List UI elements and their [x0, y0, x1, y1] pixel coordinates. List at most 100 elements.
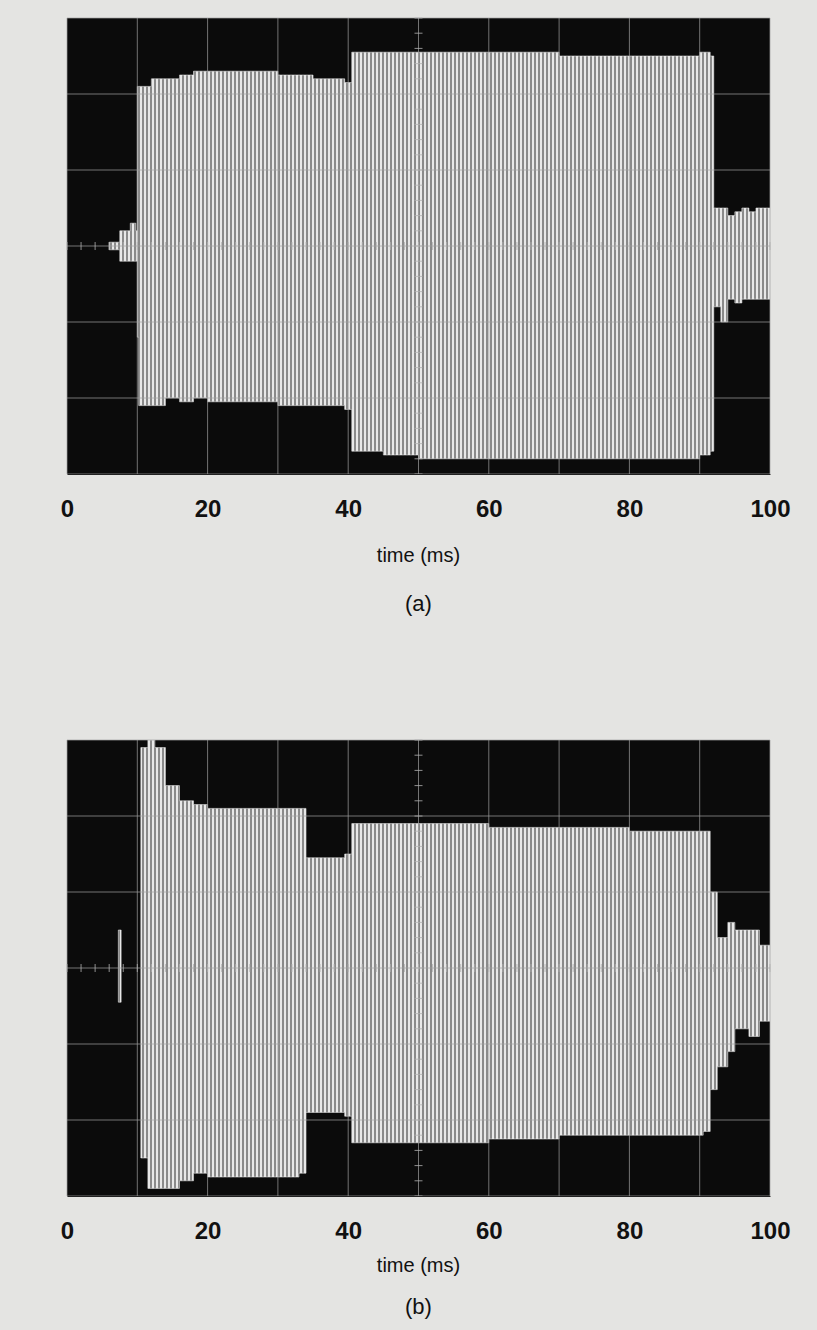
- crosshair-mark: [415, 398, 423, 399]
- panel-label: (b): [405, 1294, 432, 1319]
- tick-label: 20: [195, 1217, 222, 1244]
- crosshair-mark: [415, 63, 423, 64]
- grid-line: [67, 968, 770, 969]
- tick: 20: [195, 1196, 222, 1244]
- crosshair-mark: [67, 964, 68, 972]
- crosshair-mark: [376, 964, 377, 972]
- crosshair-mark: [334, 964, 335, 972]
- crosshair-mark: [193, 242, 194, 250]
- crosshair-mark: [587, 242, 588, 250]
- crosshair-mark: [770, 964, 771, 972]
- crosshair-mark: [643, 242, 644, 250]
- crosshair-mark: [362, 964, 363, 972]
- crosshair-mark: [320, 964, 321, 972]
- grid-line: [67, 1044, 770, 1045]
- grid-line: [67, 740, 770, 741]
- crosshair-mark: [415, 770, 423, 771]
- crosshair-mark: [415, 1028, 423, 1029]
- crosshair-mark: [415, 230, 423, 231]
- tick-label: 80: [617, 1217, 644, 1244]
- crosshair-mark: [559, 964, 560, 972]
- grid-line: [67, 170, 770, 171]
- crosshair-mark: [657, 964, 658, 972]
- crosshair-mark: [415, 78, 423, 79]
- crosshair-mark: [137, 964, 138, 972]
- crosshair-mark: [415, 443, 423, 444]
- crosshair-mark: [587, 964, 588, 972]
- crosshair-mark: [415, 892, 423, 893]
- crosshair-mark: [123, 964, 124, 972]
- x-axis: 020406080100: [61, 1196, 791, 1244]
- tick-label: 100: [750, 1217, 790, 1244]
- crosshair-mark: [249, 964, 250, 972]
- crosshair-mark: [415, 1104, 423, 1105]
- crosshair-mark: [415, 215, 423, 216]
- graticule-line: [699, 740, 700, 1196]
- panel-label: (a): [405, 591, 432, 616]
- crosshair-mark: [263, 964, 264, 972]
- crosshair-mark: [415, 983, 423, 984]
- grid-line: [67, 18, 68, 474]
- crosshair-mark: [685, 242, 686, 250]
- grid-line: [67, 474, 770, 475]
- crosshair-mark: [415, 337, 423, 338]
- crosshair-mark: [415, 831, 423, 832]
- crosshair-mark: [415, 94, 423, 95]
- crosshair-mark: [415, 261, 423, 262]
- tick-label: 0: [61, 495, 74, 522]
- crosshair-mark: [415, 937, 423, 938]
- crosshair-mark: [415, 861, 423, 862]
- crosshair-mark: [109, 964, 110, 972]
- grid-line: [348, 740, 349, 1196]
- crosshair-mark: [415, 322, 423, 323]
- crosshair-mark: [516, 242, 517, 250]
- grid-line: [207, 18, 208, 474]
- crosshair-mark: [193, 964, 194, 972]
- crosshair-mark: [95, 964, 96, 972]
- crosshair-mark: [559, 242, 560, 250]
- crosshair-mark: [123, 242, 124, 250]
- crosshair-mark: [460, 964, 461, 972]
- crosshair-mark: [446, 242, 447, 250]
- crosshair-mark: [432, 242, 433, 250]
- crosshair-mark: [727, 242, 728, 250]
- grid-line: [67, 322, 770, 323]
- crosshair-mark: [770, 242, 771, 250]
- signal-envelope: [118, 740, 770, 1188]
- crosshair-mark: [502, 242, 503, 250]
- crosshair-mark: [601, 964, 602, 972]
- plot-area: [118, 740, 770, 1188]
- axis-title: time (ms): [377, 544, 460, 566]
- crosshair-mark: [415, 185, 423, 186]
- crosshair-mark: [415, 428, 423, 429]
- tick-label: 0: [61, 1217, 74, 1244]
- crosshair-mark: [474, 242, 475, 250]
- graticule-line: [699, 18, 700, 474]
- crosshair-mark: [488, 242, 489, 250]
- tick: 100: [750, 474, 790, 522]
- crosshair-mark: [390, 242, 391, 250]
- crosshair-mark: [415, 48, 423, 49]
- panel: 020406080100time (ms)(a): [61, 18, 791, 616]
- graticule-line: [559, 18, 560, 474]
- crosshair-mark: [545, 964, 546, 972]
- crosshair-mark: [348, 964, 349, 972]
- crosshair-mark: [530, 242, 531, 250]
- crosshair-mark: [404, 964, 405, 972]
- crosshair-mark: [415, 816, 423, 817]
- crosshair-mark: [657, 242, 658, 250]
- crosshair-mark: [277, 242, 278, 250]
- crosshair-mark: [755, 242, 756, 250]
- crosshair-mark: [755, 964, 756, 972]
- crosshair-mark: [415, 413, 423, 414]
- crosshair-mark: [573, 964, 574, 972]
- crosshair-mark: [235, 964, 236, 972]
- grid-line: [629, 740, 630, 1196]
- graticule-line: [137, 740, 138, 1196]
- crosshair-mark: [109, 242, 110, 250]
- crosshair-mark: [404, 242, 405, 250]
- crosshair-mark: [415, 998, 423, 999]
- crosshair-mark: [415, 306, 423, 307]
- crosshair-mark: [573, 242, 574, 250]
- crosshair-mark: [207, 242, 208, 250]
